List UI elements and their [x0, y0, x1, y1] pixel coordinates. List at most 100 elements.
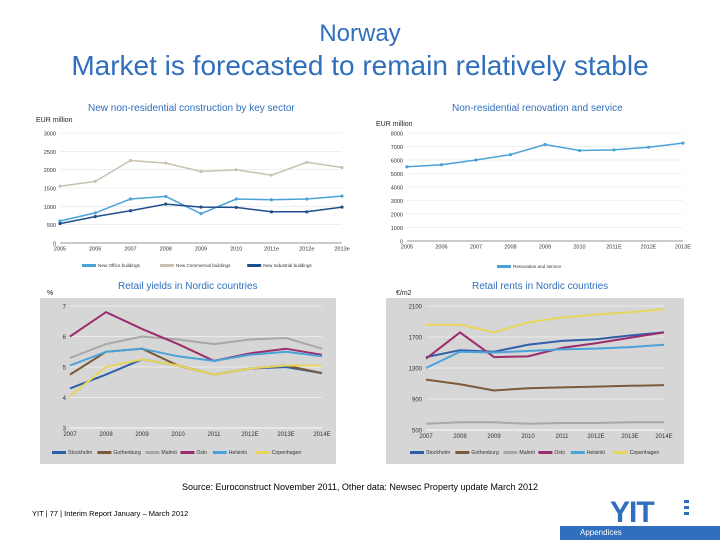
series-line-oslo — [425, 331, 665, 360]
chart3-unit: % — [47, 290, 54, 297]
y-tick-label: 1000 — [391, 226, 403, 232]
data-point — [305, 210, 309, 214]
data-point — [128, 158, 133, 163]
legend-label: Copenhagen — [630, 450, 660, 456]
y-tick-label: 3000 — [44, 132, 56, 138]
data-point — [612, 148, 616, 152]
data-point — [58, 219, 62, 223]
x-tick-label: 2007 — [124, 247, 136, 253]
x-tick-label: 2014E — [655, 434, 672, 440]
chart2-unit: EUR million — [376, 121, 413, 128]
data-point — [199, 169, 203, 174]
data-point — [340, 205, 344, 209]
chart1-plot: 0 500 1000 1500 2000 2500 3000 2005 2006 2007 2008… — [44, 132, 350, 269]
data-point — [58, 221, 62, 226]
appendices-box — [560, 526, 720, 540]
y-tick-label: 6000 — [391, 159, 403, 165]
legend-swatch — [570, 451, 585, 454]
data-point — [93, 211, 97, 215]
legend-label: Stockholm — [68, 450, 92, 456]
x-tick-label: 2013E — [277, 432, 294, 438]
data-point — [234, 205, 238, 210]
legend-swatch — [82, 264, 96, 267]
series-line-stockholm — [69, 358, 323, 390]
legend-swatch — [410, 451, 424, 454]
legend-swatch — [255, 451, 270, 454]
data-point — [58, 184, 62, 188]
y-tick-label: 7 — [63, 305, 67, 311]
x-tick-label: 2009 — [195, 247, 207, 253]
series-line-new-commercial-buildings — [59, 159, 343, 187]
legend-label: Malmö — [161, 450, 177, 456]
data-point — [543, 142, 547, 147]
y-tick-label: 1000 — [44, 205, 56, 211]
y-tick-label: 1500 — [44, 187, 56, 193]
y-tick-label: 6 — [63, 335, 67, 341]
x-tick-label: 2011E — [606, 245, 622, 251]
legend-swatch — [52, 451, 66, 454]
x-tick-label: 2013E — [675, 245, 691, 251]
x-tick-label: 2012E — [241, 432, 258, 438]
y-tick-label: 7000 — [391, 145, 403, 151]
legend-label: New Commercial buildings — [176, 263, 231, 268]
chart3-title: Retail yields in Nordic countries — [118, 281, 258, 292]
data-point — [93, 215, 97, 219]
legend-swatch — [180, 451, 195, 454]
chart4-plot: 500 900 1300 1700 2100 2007 2008 2009 2010 2011 20… — [409, 305, 673, 457]
data-point — [164, 161, 168, 165]
x-tick-label: 2006 — [89, 247, 101, 253]
y-tick-label: 2000 — [44, 168, 56, 174]
legend-label: Renovation and service — [513, 264, 561, 269]
series-line-stockholm — [425, 331, 665, 359]
y-tick-label: 3000 — [391, 199, 403, 205]
data-point — [508, 153, 513, 157]
source-note: Source: Euroconstruct November 2011, Oth… — [181, 482, 539, 492]
x-tick-label: 2008 — [99, 432, 113, 438]
y-tick-label: 4 — [63, 396, 67, 402]
series-line-oslo — [69, 310, 323, 362]
y-tick-label: 1700 — [409, 336, 423, 342]
x-tick-label: 2012e — [299, 247, 314, 253]
data-point — [234, 168, 238, 172]
x-tick-label: 2011 — [208, 432, 222, 438]
x-tick-label: 2010 — [230, 247, 242, 253]
legend-swatch — [538, 451, 553, 454]
x-tick-label: 2007 — [63, 432, 77, 438]
series-line-gothenburg — [425, 378, 665, 392]
logo-bars-icon — [684, 500, 689, 515]
legend-swatch — [247, 264, 262, 267]
y-tick-label: 0 — [53, 242, 56, 248]
data-point — [474, 158, 478, 162]
x-tick-label: 2013e — [334, 247, 349, 253]
legend-label: Oslo — [196, 450, 207, 456]
x-tick-label: 2012E — [587, 434, 604, 440]
series-line-malm- — [425, 421, 664, 425]
y-tick-label: 900 — [412, 398, 423, 404]
data-point — [646, 145, 651, 149]
data-point — [269, 198, 274, 202]
y-tick-label: 8000 — [391, 132, 403, 138]
legend-label: Copenhagen — [272, 450, 302, 456]
data-point — [164, 194, 168, 199]
legend-swatch — [145, 451, 160, 454]
data-point — [340, 165, 344, 170]
x-tick-label: 2011e — [264, 247, 279, 253]
data-point — [234, 197, 238, 201]
data-point — [199, 212, 203, 216]
x-tick-label: 2009 — [487, 434, 501, 440]
x-tick-label: 2013E — [621, 434, 638, 440]
y-tick-label: 5 — [63, 366, 67, 372]
chart4-unit: €/m2 — [396, 290, 412, 297]
legend-swatch — [497, 265, 511, 268]
appendices-label: Appendices — [580, 528, 622, 537]
yit-logo: YIT — [610, 496, 655, 529]
x-tick-label: 2005 — [54, 247, 66, 253]
legend-label: Helsinki — [229, 450, 247, 456]
page-title: Market is forecasted to remain relativel… — [71, 50, 649, 81]
data-point — [405, 165, 409, 169]
x-tick-label: 2008 — [504, 245, 516, 251]
legend-swatch — [455, 451, 470, 454]
data-point — [305, 197, 309, 201]
series-line-copenhagen — [426, 308, 665, 334]
x-tick-label: 2011 — [556, 434, 570, 440]
